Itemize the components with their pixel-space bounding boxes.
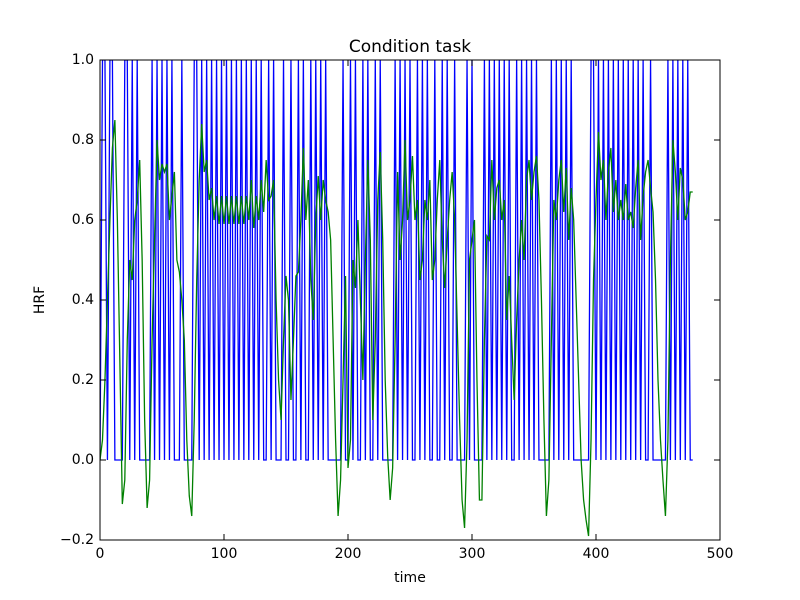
y-axis-label: HRF	[32, 286, 48, 314]
y-tick-label: 0.4	[72, 292, 94, 308]
y-tick-label: 0.0	[72, 452, 94, 468]
x-tick-label: 300	[459, 546, 486, 562]
x-tick-label: 500	[707, 546, 734, 562]
x-tick-label: 400	[583, 546, 610, 562]
x-tick-label: 200	[335, 546, 362, 562]
chart-title: Condition task	[349, 37, 471, 57]
y-tick-label: 0.2	[72, 372, 94, 388]
y-tick-label: 1.0	[72, 52, 94, 68]
data-line	[100, 119, 693, 537]
y-tick-label: −0.2	[60, 532, 94, 548]
y-tick-label: 0.6	[72, 212, 94, 228]
x-tick-label: 0	[96, 546, 105, 562]
x-tick-label: 100	[211, 546, 238, 562]
x-axis-label: time	[394, 570, 426, 586]
y-tick-label: 0.8	[72, 132, 94, 148]
